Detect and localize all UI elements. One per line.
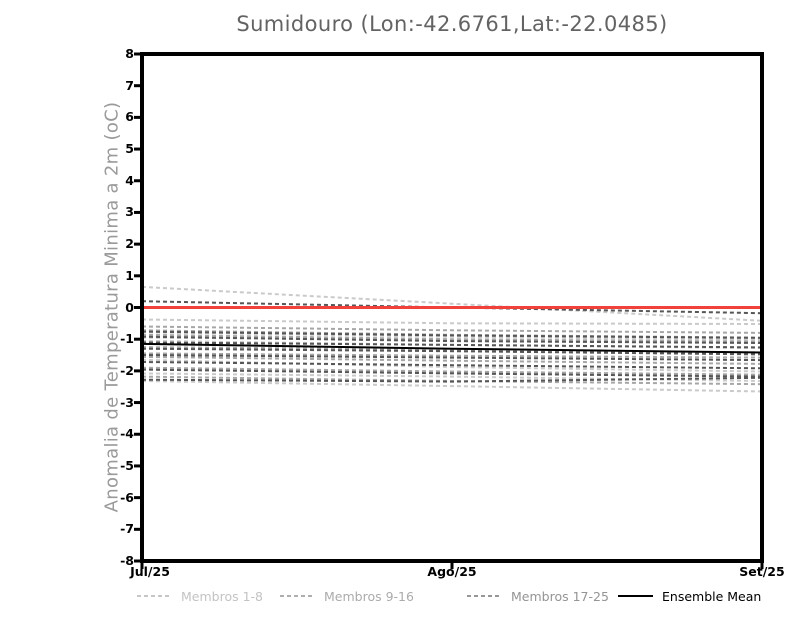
y-tick-label: 8 [125,45,134,61]
ensemble-member-line [141,330,763,339]
ensemble-member-line [141,355,763,365]
ensemble-member-line [141,354,763,362]
legend: Membros 1-8 Membros 9-16 Membros 17-25 Ense… [0,589,800,605]
ensemble-member-line [141,285,763,322]
ensemble-member-line [141,331,763,341]
ensemble-member-line [141,333,763,343]
ensemble-mean-line [141,342,763,354]
y-tick-label: 5 [125,140,134,156]
legend-dashed-line-sample [280,595,315,597]
legend-item: Membros 9-16 [280,588,414,604]
legend-label: Membros 17-25 [511,588,609,604]
y-tick-label: 3 [125,204,134,220]
legend-item: Membros 17-25 [467,588,609,604]
legend-item: Membros 1-8 [137,588,264,604]
y-tick-label: -7 [120,521,134,537]
ensemble-member-line [141,376,763,383]
legend-solid-line-sample [618,595,653,597]
y-axis-title: Anomalia de Temperatura Minima a 2m (oC) [101,101,123,513]
y-tick-label: 0 [125,299,134,315]
ensemble-member-line [141,358,763,373]
legend-label: Membros 9-16 [324,588,414,604]
ensemble-member-line [141,318,763,325]
ensemble-member-line [141,341,763,349]
ensemble-member-line [141,335,763,344]
plot-svg [134,52,764,569]
legend-dashed-line-sample [467,595,502,597]
legend-dashed-line-sample [137,595,172,597]
y-tick-label: 4 [125,172,134,188]
ensemble-member-line [141,325,763,334]
y-tick-label: 2 [125,235,134,251]
y-tick-label: 7 [125,77,134,93]
legend-label: Membros 1-8 [181,588,264,604]
legend-label: Ensemble Mean [662,588,762,604]
y-tick-label: 1 [125,267,134,283]
ensemble-member-line [141,366,763,376]
x-tick-label: Jul/25 [130,564,170,579]
plot-frame [140,52,764,563]
ensemble-member-line [141,347,763,356]
ensemble-member-line [141,352,763,359]
ensemble-member-line [141,361,763,370]
ensemble-member-line [141,380,763,393]
y-tick-label: 6 [125,109,134,125]
ensemble-member-line [141,372,763,382]
ensemble-member-line [141,368,763,378]
legend-item: Ensemble Mean [618,588,762,604]
chart-title: Sumidouro (Lon:-42.6761,Lat:-22.0485) [236,12,668,36]
y-tick-label: -8 [120,552,134,568]
